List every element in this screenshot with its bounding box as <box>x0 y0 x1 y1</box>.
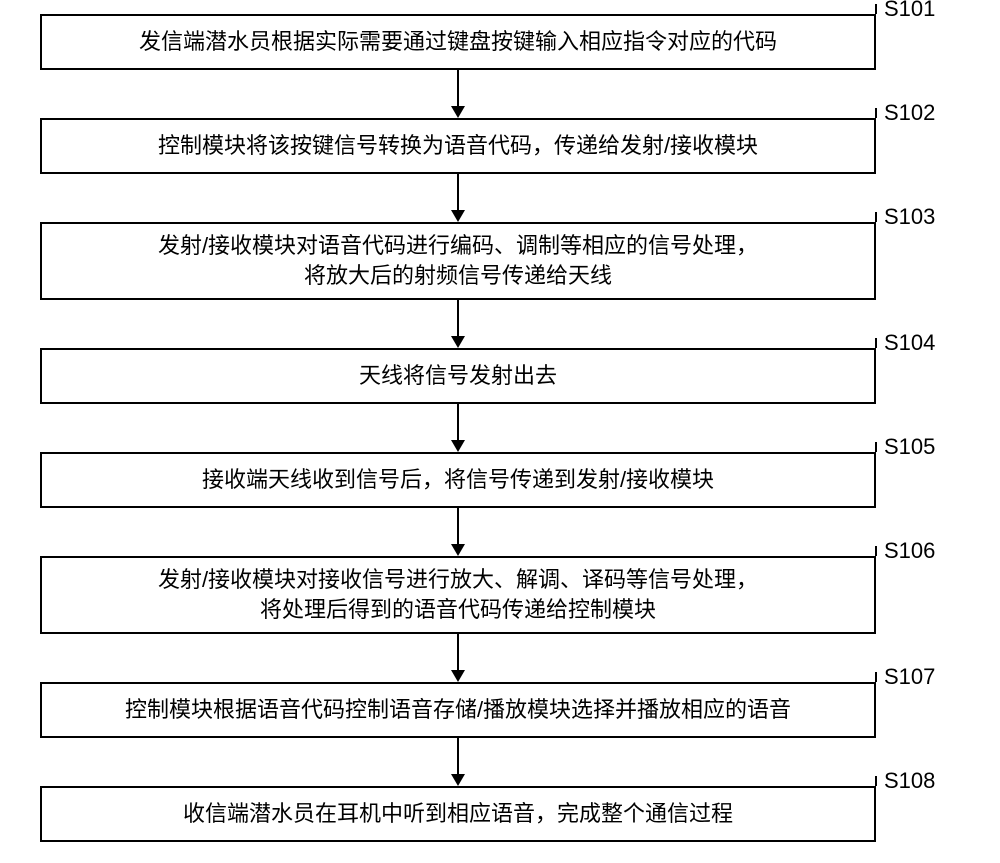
flow-step-s108: 收信端潜水员在耳机中听到相应语音，完成整个通信过程 <box>40 786 876 842</box>
label-tick <box>875 108 877 118</box>
flow-step-label: S105 <box>884 434 935 460</box>
flow-arrow-head <box>451 210 465 222</box>
flow-step-text: 收信端潜水员在耳机中听到相应语音，完成整个通信过程 <box>183 799 733 829</box>
flow-arrow-head <box>451 440 465 452</box>
flow-arrow-head <box>451 106 465 118</box>
flow-arrow-stem <box>457 300 459 336</box>
flow-step-text: 将处理后得到的语音代码传递给控制模块 <box>260 595 656 625</box>
flow-arrow-head <box>451 670 465 682</box>
flow-step-text: 发射/接收模块对接收信号进行放大、解调、译码等信号处理， <box>158 565 758 595</box>
flow-step-label: S107 <box>884 664 935 690</box>
flow-step-s105: 接收端天线收到信号后，将信号传递到发射/接收模块 <box>40 452 876 508</box>
flow-step-text: 接收端天线收到信号后，将信号传递到发射/接收模块 <box>202 465 714 495</box>
label-tick <box>875 212 877 222</box>
flow-step-label: S102 <box>884 100 935 126</box>
flow-step-label: S101 <box>884 0 935 22</box>
flow-step-text: 控制模块将该按键信号转换为语音代码，传递给发射/接收模块 <box>158 131 758 161</box>
flow-arrow-stem <box>457 508 459 544</box>
flow-step-s101: 发信端潜水员根据实际需要通过键盘按键输入相应指令对应的代码 <box>40 14 876 70</box>
flow-step-s103: 发射/接收模块对语音代码进行编码、调制等相应的信号处理，将放大后的射频信号传递给… <box>40 222 876 300</box>
label-tick <box>875 672 877 682</box>
flow-step-text: 控制模块根据语音代码控制语音存储/播放模块选择并播放相应的语音 <box>125 695 791 725</box>
flow-step-label: S104 <box>884 330 935 356</box>
flow-step-text: 将放大后的射频信号传递给天线 <box>304 261 612 291</box>
flow-step-s104: 天线将信号发射出去 <box>40 348 876 404</box>
flow-arrow-head <box>451 336 465 348</box>
flow-arrow-head <box>451 774 465 786</box>
flow-arrow-stem <box>457 174 459 210</box>
flow-step-text: 发射/接收模块对语音代码进行编码、调制等相应的信号处理， <box>158 231 758 261</box>
flowchart-canvas: 发信端潜水员根据实际需要通过键盘按键输入相应指令对应的代码 S101 控制模块将该按… <box>0 0 1000 863</box>
flow-step-label: S106 <box>884 538 935 564</box>
flow-arrow-stem <box>457 738 459 774</box>
flow-arrow-head <box>451 544 465 556</box>
flow-step-label: S103 <box>884 204 935 230</box>
flow-arrow-stem <box>457 404 459 440</box>
flow-arrow-stem <box>457 70 459 106</box>
flow-step-text: 天线将信号发射出去 <box>359 361 557 391</box>
flow-step-s106: 发射/接收模块对接收信号进行放大、解调、译码等信号处理，将处理后得到的语音代码传… <box>40 556 876 634</box>
flow-step-text: 发信端潜水员根据实际需要通过键盘按键输入相应指令对应的代码 <box>139 27 777 57</box>
label-tick <box>875 776 877 786</box>
label-tick <box>875 442 877 452</box>
label-tick <box>875 546 877 556</box>
flow-arrow-stem <box>457 634 459 670</box>
flow-step-s107: 控制模块根据语音代码控制语音存储/播放模块选择并播放相应的语音 <box>40 682 876 738</box>
label-tick <box>875 338 877 348</box>
flow-step-label: S108 <box>884 768 935 794</box>
flow-step-s102: 控制模块将该按键信号转换为语音代码，传递给发射/接收模块 <box>40 118 876 174</box>
label-tick <box>875 4 877 14</box>
